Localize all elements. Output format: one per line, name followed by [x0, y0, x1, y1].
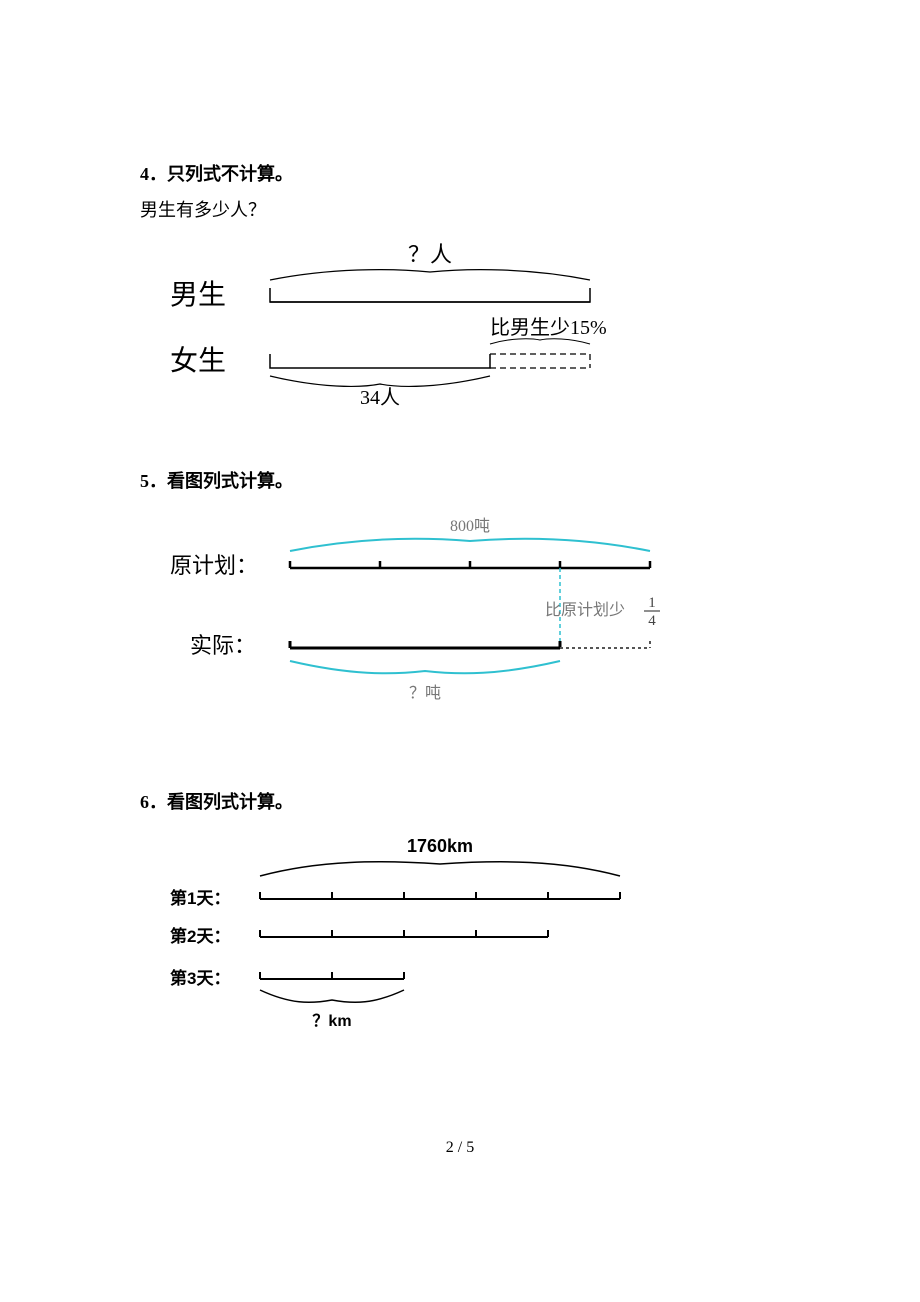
q6-bottom-value: ？km [312, 1013, 351, 1030]
q4-row2-bar-solid [270, 354, 490, 368]
q6-top-brace [260, 862, 620, 876]
q6-row2-label: 第2天： [170, 926, 230, 946]
q5-right-note: 比原计划少 [545, 601, 625, 619]
q6-diagram: 1760km 第1天： 第2天： [160, 834, 780, 1079]
q4-small-brace [490, 339, 590, 344]
q6-top-value: 1760km [407, 836, 473, 856]
q5-heading: 5．看图列式计算。 [140, 467, 780, 493]
q5-top-value: 800吨 [450, 517, 490, 535]
q5-row1-label: 原计划： [170, 553, 258, 578]
q5-diagram: 800吨 原计划： 比原计划少 1 4 实 [160, 513, 780, 738]
q4-bottom-brace [270, 376, 490, 386]
q5-row2-label: 实际： [190, 633, 256, 658]
q6-row1-label: 第1天： [170, 888, 230, 908]
q4-top-brace [270, 270, 590, 280]
q6-bottom-brace [260, 990, 404, 1002]
q4-heading: 4．只列式不计算。 [140, 160, 780, 186]
q4-row1-bar [270, 288, 590, 302]
q4-diagram: ？人 男生 比男生少15% 女生 [160, 242, 780, 417]
q5-top-brace [290, 539, 650, 551]
q5-frac-num: 1 [648, 595, 656, 611]
q6-heading: 6．看图列式计算。 [140, 788, 780, 814]
q4-bottom-value: 34人 [360, 386, 400, 409]
q4-right-note: 比男生少15% [490, 316, 607, 339]
q5-frac-den: 4 [648, 613, 656, 629]
page-number: 2 / 5 [140, 1139, 780, 1157]
q5-bottom-brace [290, 661, 560, 673]
q5-bottom-value: ？吨 [409, 684, 441, 702]
q4-row1-label: 男生 [170, 279, 226, 311]
q4-subtext: 男生有多少人？ [140, 196, 780, 222]
q4-row2-label: 女生 [170, 345, 226, 377]
q6-row3-label: 第3天： [170, 968, 230, 988]
q4-top-value: ？人 [408, 242, 452, 267]
